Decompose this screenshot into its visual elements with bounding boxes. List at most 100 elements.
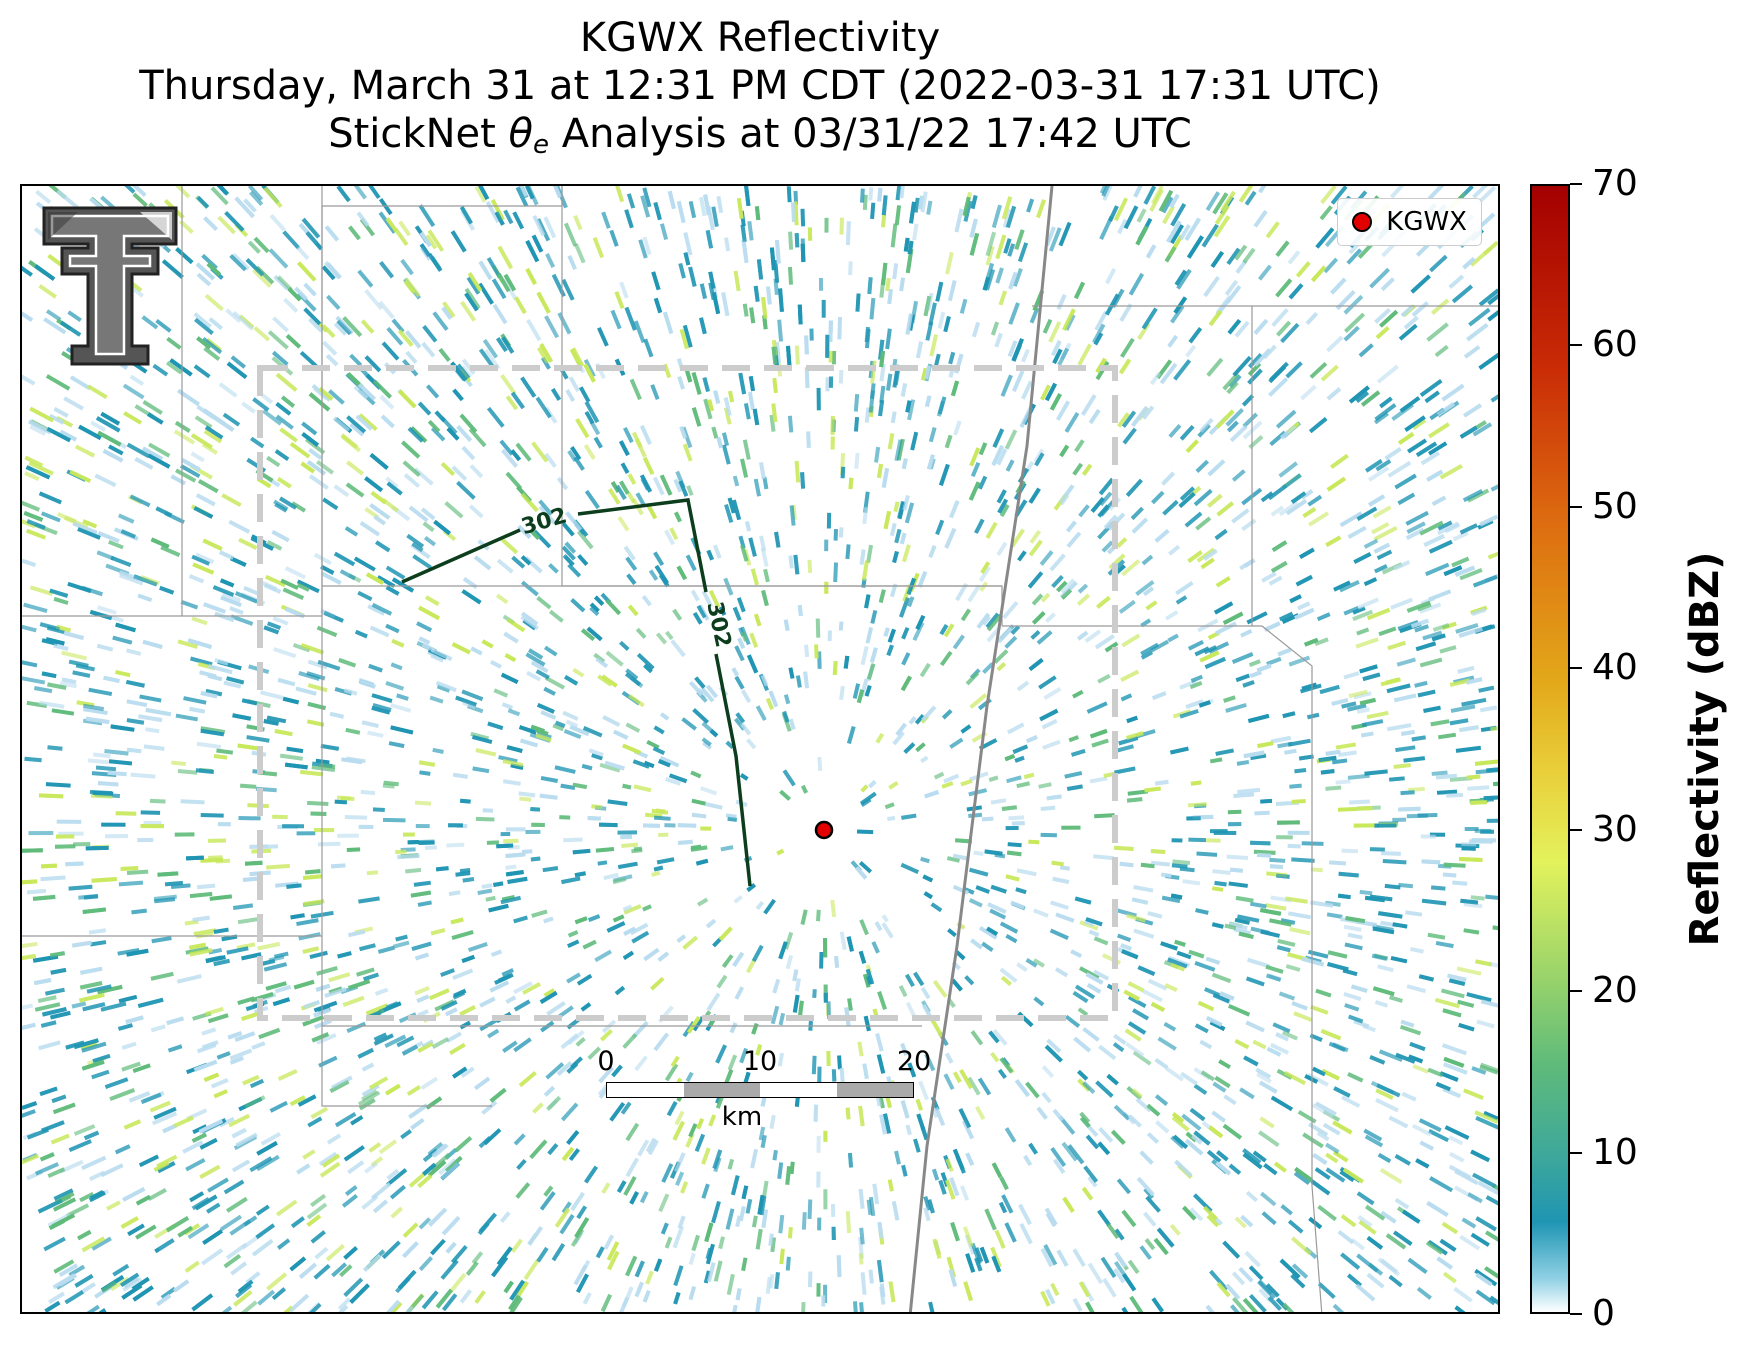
echo-gate <box>941 781 954 789</box>
echo-gate <box>624 209 634 229</box>
echo-gate <box>634 1055 648 1072</box>
echo-gate <box>788 667 795 679</box>
echo-gate <box>768 1233 774 1247</box>
echo-gate <box>985 245 995 266</box>
echo-gate <box>892 550 899 564</box>
echo-gate <box>1327 950 1348 959</box>
echo-gate <box>1189 1207 1204 1222</box>
echo-gate <box>68 659 89 668</box>
echo-gate <box>554 720 566 728</box>
echo-gate <box>1195 459 1210 473</box>
echo-gate <box>226 361 248 380</box>
echo-gate <box>701 590 713 608</box>
echo-gate <box>241 401 256 414</box>
echo-gate <box>1010 900 1025 910</box>
echo-gate <box>101 822 126 827</box>
echo-gate <box>517 524 532 539</box>
echo-gate <box>1462 489 1484 503</box>
echo-gate <box>401 1044 419 1056</box>
echo-gate <box>226 946 249 955</box>
echo-gate <box>1049 393 1062 411</box>
echo-gate <box>147 453 171 469</box>
echo-gate <box>720 845 734 852</box>
echo-gate <box>1098 1044 1117 1061</box>
echo-gate <box>343 1246 358 1260</box>
echo-gate <box>688 266 697 287</box>
echo-gate <box>929 334 939 357</box>
echo-gate <box>461 589 482 605</box>
echo-gate <box>986 926 999 936</box>
echo-gate <box>446 427 460 441</box>
echo-gate <box>573 1264 588 1286</box>
echo-gate <box>563 837 583 843</box>
echo-gate <box>103 675 120 684</box>
echo-gate <box>81 1155 107 1171</box>
echo-gate <box>1182 1205 1197 1221</box>
echo-gate <box>343 688 358 696</box>
echo-gate <box>833 562 839 583</box>
echo-gate <box>1135 580 1155 596</box>
echo-gate <box>369 625 390 638</box>
echo-gate <box>601 1182 611 1194</box>
echo-gate <box>1384 883 1401 890</box>
echo-gate <box>1169 224 1185 245</box>
echo-gate <box>954 208 964 233</box>
echo-gate <box>1470 1149 1490 1163</box>
echo-gate <box>105 833 129 839</box>
echo-gate <box>1097 673 1111 684</box>
echo-gate <box>1065 520 1077 533</box>
echo-gate <box>460 798 471 804</box>
echo-gate <box>574 243 586 264</box>
echo-gate <box>348 225 361 241</box>
echo-gate <box>501 336 515 354</box>
echo-gate <box>1046 1038 1062 1054</box>
echo-gate <box>181 458 201 472</box>
echo-gate <box>344 1185 358 1196</box>
echo-gate <box>533 529 552 549</box>
echo-gate <box>263 962 288 972</box>
echo-gate <box>699 317 707 335</box>
echo-gate <box>137 997 164 1009</box>
echo-gate <box>359 521 381 537</box>
echo-gate <box>1090 497 1105 513</box>
echo-gate <box>1235 895 1254 903</box>
echo-gate <box>709 729 719 738</box>
echo-gate <box>713 1260 723 1282</box>
echo-gate <box>679 425 688 439</box>
echo-gate <box>1366 1235 1384 1250</box>
echo-gate <box>1228 1003 1251 1017</box>
echo-gate <box>1373 411 1389 425</box>
echo-gate <box>1008 815 1025 821</box>
echo-gate <box>1300 489 1314 500</box>
echo-gate <box>597 674 613 687</box>
echo-gate <box>997 498 1008 514</box>
echo-gate <box>1098 1127 1114 1143</box>
echo-gate <box>395 934 408 942</box>
echo-gate <box>450 917 464 925</box>
echo-gate <box>397 1269 417 1290</box>
echo-gate <box>1188 326 1203 344</box>
echo-gate <box>91 1236 112 1251</box>
radar-map[interactable]: 302 302 KGWX <box>20 184 1500 1314</box>
echo-gate <box>828 350 833 363</box>
echo-gate <box>1437 732 1457 740</box>
echo-gate <box>703 194 711 216</box>
echo-gate <box>1443 565 1463 577</box>
echo-gate <box>308 474 329 490</box>
echo-gate <box>51 1094 67 1104</box>
echo-gate <box>245 1271 261 1285</box>
echo-gate <box>420 507 436 521</box>
echo-gate <box>45 782 71 788</box>
echo-gate <box>955 582 969 602</box>
echo-gate <box>96 605 117 615</box>
echo-gate <box>140 810 161 815</box>
echo-gate <box>22 516 36 529</box>
echo-gate <box>372 703 392 712</box>
echo-gate <box>888 1281 896 1303</box>
echo-gate <box>1475 1115 1498 1131</box>
echo-gate <box>1459 523 1478 535</box>
echo-gate <box>960 778 973 787</box>
echo-gate <box>1362 672 1381 682</box>
echo-gate <box>1166 220 1182 243</box>
echo-gate <box>924 365 931 380</box>
